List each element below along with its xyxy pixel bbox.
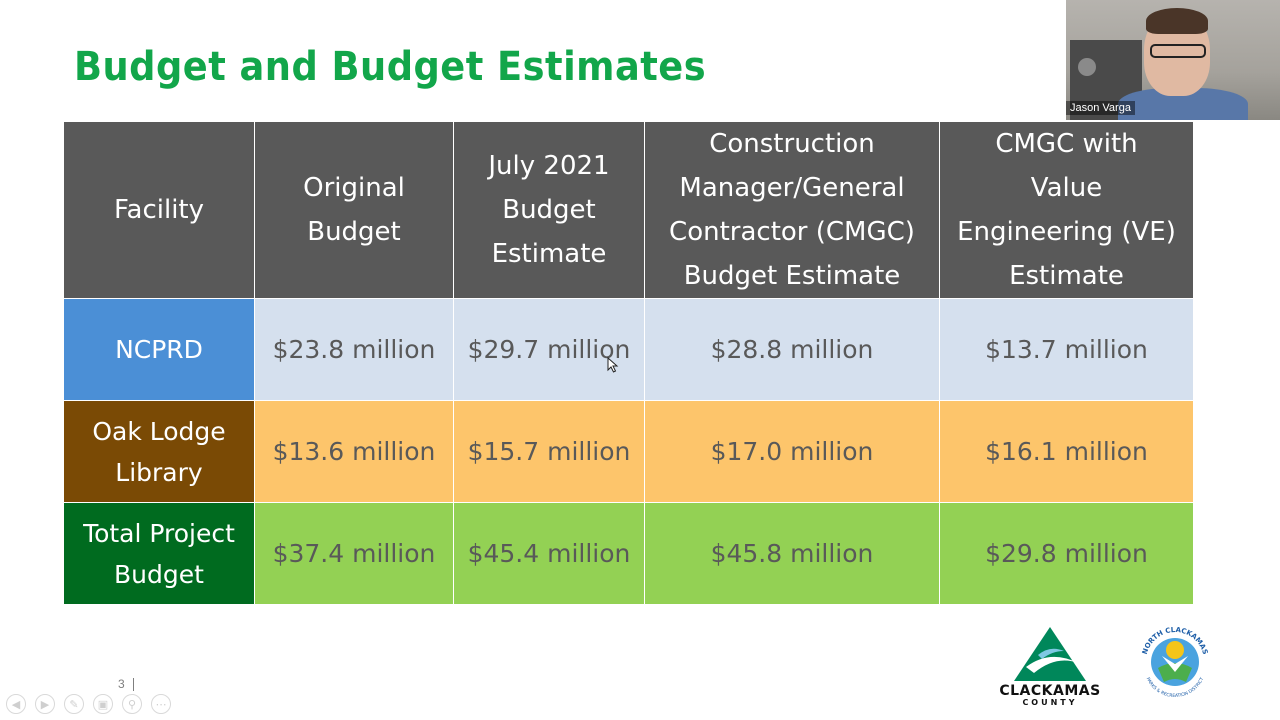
slides-icon[interactable]: ▣ xyxy=(93,694,113,714)
cell-value: $13.6 million xyxy=(254,400,454,503)
header-line: Budget xyxy=(307,217,401,247)
header-line: Estimate xyxy=(491,239,607,269)
cell-value: $15.7 million xyxy=(453,400,645,503)
header-line: Budget xyxy=(502,195,596,225)
cell-value: $28.8 million xyxy=(644,298,940,401)
more-icon[interactable]: ⋯ xyxy=(151,694,171,714)
header-cmgc-ve-estimate: CMGC with Value Engineering (VE) Estimat… xyxy=(939,121,1194,299)
header-line: Original xyxy=(303,173,405,203)
clackamas-subtitle: COUNTY xyxy=(1022,698,1078,707)
table-row-ncprd: NCPRD $23.8 million $29.7 million $28.8 … xyxy=(63,298,1194,401)
table-header-row: Facility Original Budget July 2021 Budge… xyxy=(63,121,1194,299)
header-line: Manager/General xyxy=(679,173,905,203)
cell-value: $45.8 million xyxy=(644,502,940,605)
header-original-budget: Original Budget xyxy=(254,121,454,299)
video-thumbnail[interactable]: Jason Varga xyxy=(1066,0,1280,120)
row-label-ncprd: NCPRD xyxy=(63,298,255,401)
header-line: Contractor (CMGC) xyxy=(669,217,915,247)
header-line: Construction xyxy=(709,129,875,159)
cell-value: $29.8 million xyxy=(939,502,1194,605)
cell-value: $23.8 million xyxy=(254,298,454,401)
header-line: CMGC with xyxy=(995,129,1138,159)
table-row-oak-lodge: Oak Lodge Library $13.6 million $15.7 mi… xyxy=(63,400,1194,503)
header-line: Facility xyxy=(113,195,205,225)
ncprd-emblem-icon: NORTH CLACKAMAS PARKS & RECREATION DISTR… xyxy=(1141,626,1209,699)
participant-hair xyxy=(1146,8,1208,34)
header-line: Engineering (VE) xyxy=(957,217,1176,247)
cell-value: $29.7 million xyxy=(453,298,645,401)
row-label-line: Budget xyxy=(114,559,204,589)
header-july-2021-estimate: July 2021 Budget Estimate xyxy=(453,121,645,299)
row-label-line: Total Project xyxy=(83,518,235,548)
clackamas-mountain-icon xyxy=(1014,627,1086,681)
prev-icon[interactable]: ◀ xyxy=(6,694,26,714)
header-line: Estimate xyxy=(1009,261,1124,291)
cell-value: $16.1 million xyxy=(939,400,1194,503)
mouse-cursor-icon xyxy=(607,357,619,373)
background-cabinet xyxy=(1070,40,1142,120)
row-label-oak-lodge: Oak Lodge Library xyxy=(63,400,255,503)
cell-value: $45.4 million xyxy=(453,502,645,605)
cell-value: $13.7 million xyxy=(939,298,1194,401)
row-label-line: NCPRD xyxy=(115,335,203,364)
row-label-line: Oak Lodge xyxy=(92,416,226,446)
header-line: Value xyxy=(1030,173,1103,203)
row-label-line: Library xyxy=(115,457,203,487)
slide-title: Budget and Budget Estimates xyxy=(74,44,707,90)
cell-value: $37.4 million xyxy=(254,502,454,605)
pen-icon[interactable]: ✎ xyxy=(64,694,84,714)
header-cmgc-estimate: Construction Manager/General Contractor … xyxy=(644,121,940,299)
header-line: July 2021 xyxy=(488,151,610,181)
slideshow-toolbar: ◀ ▶ ✎ ▣ ⚲ ⋯ xyxy=(6,694,171,714)
next-icon[interactable]: ▶ xyxy=(35,694,55,714)
zoom-icon[interactable]: ⚲ xyxy=(122,694,142,714)
clackamas-wordmark: CLACKAMAS xyxy=(999,683,1101,699)
table-row-total: Total Project Budget $37.4 million $45.4… xyxy=(63,502,1194,605)
cell-value: $17.0 million xyxy=(644,400,940,503)
clackamas-county-logo: CLACKAMAS COUNTY xyxy=(986,625,1114,709)
participant-name: Jason Varga xyxy=(1066,101,1135,115)
page-number: 3 xyxy=(118,677,125,691)
page-number-divider xyxy=(133,678,134,691)
header-line: Budget Estimate xyxy=(683,261,901,291)
header-facility: Facility xyxy=(63,121,255,299)
ncprd-logo: NORTH CLACKAMAS PARKS & RECREATION DISTR… xyxy=(1136,622,1214,700)
participant-glasses xyxy=(1150,44,1206,58)
row-label-total: Total Project Budget xyxy=(63,502,255,605)
budget-table: Facility Original Budget July 2021 Budge… xyxy=(63,121,1194,605)
